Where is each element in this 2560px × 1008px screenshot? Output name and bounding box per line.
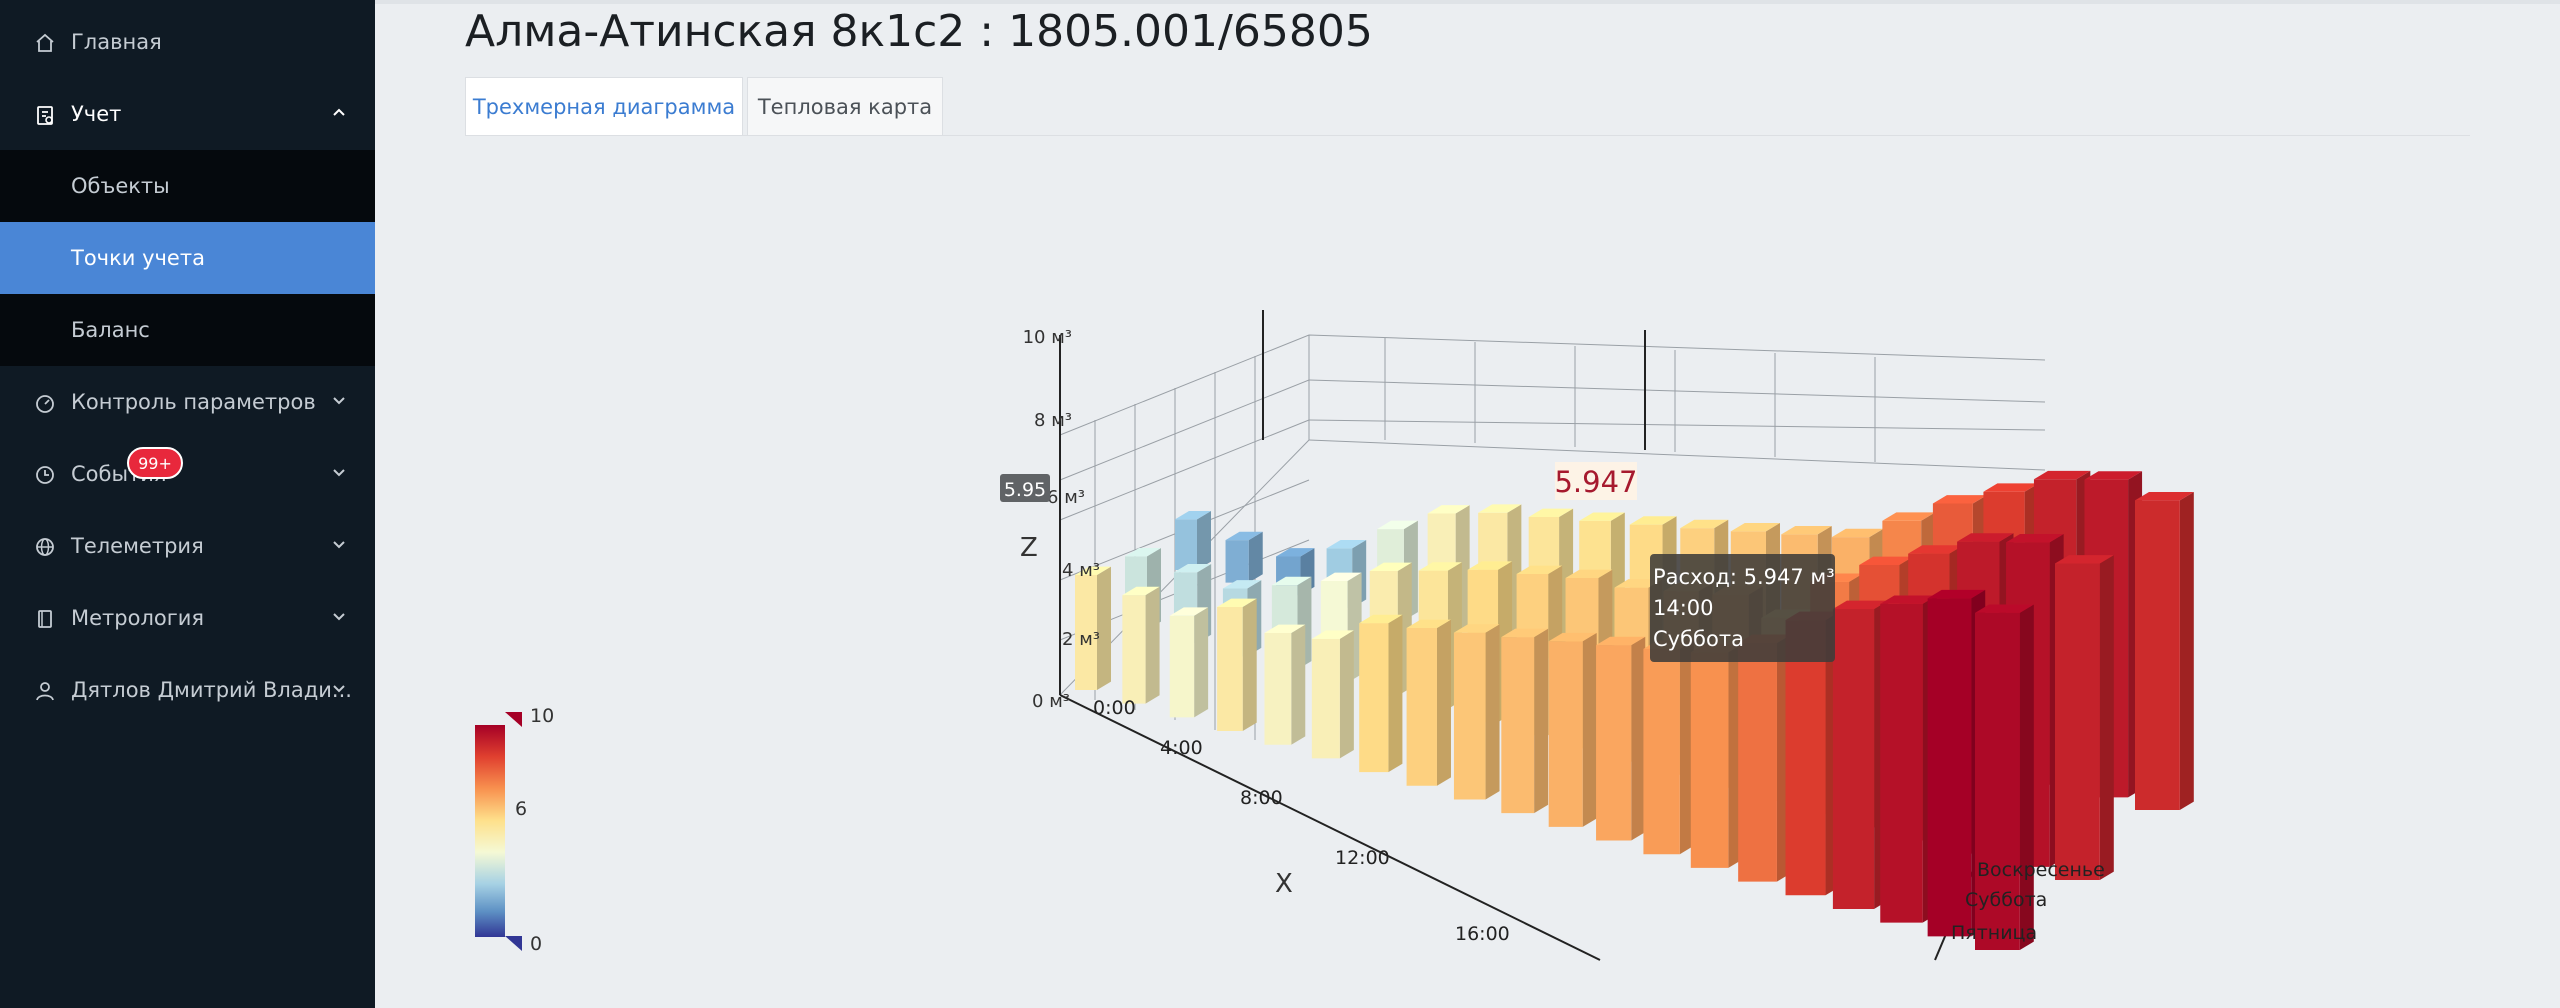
bar-3d[interactable] xyxy=(1596,636,1646,841)
bar-series xyxy=(1075,470,2194,950)
sidebar-item-label: Телеметрия xyxy=(71,534,204,558)
axis-pointer-value: 5.95 xyxy=(1004,479,1046,501)
y-tick-label: Пятница xyxy=(1951,922,2037,944)
bar-3d[interactable] xyxy=(1169,607,1209,718)
bar-3d[interactable] xyxy=(1738,634,1791,882)
bar-3d[interactable] xyxy=(1548,632,1597,827)
visual-map-max-handle xyxy=(505,712,522,727)
bar-3d[interactable] xyxy=(1690,643,1743,868)
sidebar: Главная Учет Объекты Точки учета Баланс … xyxy=(0,0,375,1008)
z-tick-label: 8 м³ xyxy=(1034,410,1072,431)
visual-map-mid-label: 6 xyxy=(515,798,527,820)
tab-heatmap[interactable]: Тепловая карта xyxy=(747,77,943,135)
clipboard-icon xyxy=(37,106,53,125)
x-tick-label: 16:00 xyxy=(1455,923,1510,945)
chevron-down-icon xyxy=(333,469,345,477)
globe-icon xyxy=(36,538,54,556)
x-axis-label: X xyxy=(1275,869,1293,899)
sidebar-item-label: Учет xyxy=(71,102,122,126)
page-title: Алма-Атинская 8к1с2 : 1805.001/65805 xyxy=(465,6,1373,57)
z-axis-label: Z xyxy=(1020,533,1038,563)
z-tick-label: 10 м³ xyxy=(1023,327,1072,348)
x-tick-label: 0:00 xyxy=(1093,697,1136,719)
bar-3d[interactable] xyxy=(1501,628,1549,814)
sidebar-item-label: Главная xyxy=(71,30,162,54)
chevron-down-icon xyxy=(333,613,345,621)
bar-3d[interactable] xyxy=(1832,600,1889,909)
chevron-down-icon xyxy=(333,397,345,405)
sidebar-item-user[interactable]: Дятлов Дмитрий Влади... xyxy=(0,654,375,726)
sidebar-item-events[interactable]: События xyxy=(0,438,375,510)
tooltip-line: Расход: 5.947 м³ xyxy=(1653,565,1835,589)
z-tick-label: 4 м³ xyxy=(1062,560,1100,581)
bar-3d[interactable] xyxy=(1075,566,1111,690)
visual-map-min-label: 0 xyxy=(530,933,542,955)
bar-3d[interactable] xyxy=(1643,640,1694,855)
chevron-down-icon xyxy=(333,541,345,549)
z-tick-label: 6 м³ xyxy=(1047,487,1085,508)
z-tick-label: 2 м³ xyxy=(1062,629,1100,650)
sidebar-item-telemetry[interactable]: Телеметрия xyxy=(0,510,375,582)
x-axis: 0:00 4:00 8:00 12:00 16:00 xyxy=(1093,697,1510,945)
book-icon xyxy=(38,610,52,628)
sidebar-item-accounting[interactable]: Учет xyxy=(0,78,375,150)
tab-3d-chart[interactable]: Трехмерная диаграмма xyxy=(465,77,743,135)
x-tick-label: 4:00 xyxy=(1160,737,1203,759)
visual-map-max-label: 10 xyxy=(530,705,554,727)
bar3d-chart[interactable]: 0 м³ 2 м³ 4 м³ 6 м³ 8 м³ 10 м³ Z 5.95 0:… xyxy=(375,0,2560,1008)
bar-3d[interactable] xyxy=(1175,511,1211,570)
axis-pointer-box xyxy=(1000,474,1050,502)
visual-map-legend[interactable]: 10 6 0 xyxy=(475,705,554,955)
bar-3d[interactable] xyxy=(1264,624,1306,745)
sidebar-item-metrology[interactable]: Метрология xyxy=(0,582,375,654)
y-tick-label: Суббота xyxy=(1965,889,2047,911)
y-axis: Воскресенье Суббота Пятница xyxy=(1951,859,2105,944)
chart-tooltip: Расход: 5.947 м³ 14:00 Суббота xyxy=(1650,554,1835,662)
sidebar-item-label: Баланс xyxy=(71,318,150,342)
highlight-value-label: 5.947 xyxy=(1554,465,1637,499)
sidebar-item-balance[interactable]: Баланс xyxy=(0,294,375,366)
bar-3d[interactable] xyxy=(1311,630,1354,759)
sidebar-item-parameter-control[interactable]: Контроль параметров xyxy=(0,366,375,438)
sidebar-item-objects[interactable]: Объекты xyxy=(0,150,375,222)
z-tick-label: 0 м³ xyxy=(1032,691,1070,712)
sidebar-item-label: Метрология xyxy=(71,606,205,630)
x-tick-label: 12:00 xyxy=(1335,847,1390,869)
user-icon xyxy=(36,682,54,701)
bar-3d[interactable] xyxy=(1359,614,1403,773)
sidebar-item-label: Дятлов Дмитрий Влади... xyxy=(71,678,352,702)
clock-icon xyxy=(36,466,54,484)
y-tick-label: Воскресенье xyxy=(1977,859,2105,881)
home-icon xyxy=(36,33,54,52)
sidebar-item-label: Контроль параметров xyxy=(71,390,316,414)
visual-map-gradient xyxy=(475,725,505,937)
tooltip-line: 14:00 xyxy=(1653,596,1714,620)
sidebar-item-label: Объекты xyxy=(71,174,170,198)
bar-3d[interactable] xyxy=(1217,598,1257,732)
x-tick-label: 8:00 xyxy=(1240,787,1283,809)
bar-3d[interactable] xyxy=(2055,555,2114,880)
gauge-icon xyxy=(36,395,54,413)
highlight-label-box xyxy=(1555,462,1637,500)
z-axis: 0 м³ 2 м³ 4 м³ 6 м³ 8 м³ 10 м³ xyxy=(1023,327,1100,712)
events-count-badge: 99+ xyxy=(127,447,183,479)
bar-3d[interactable] xyxy=(1453,624,1500,800)
bar-3d[interactable] xyxy=(1406,619,1451,786)
sidebar-item-home[interactable]: Главная xyxy=(0,6,375,78)
sidebar-item-label: Точки учета xyxy=(71,246,205,270)
tooltip-line: Суббота xyxy=(1653,627,1744,651)
sidebar-item-metering-points[interactable]: Точки учета xyxy=(0,222,375,294)
visual-map-min-handle xyxy=(505,936,522,951)
bar-3d[interactable] xyxy=(2135,492,2194,810)
chevron-up-icon xyxy=(333,108,345,116)
bar-3d[interactable] xyxy=(1975,604,2034,950)
tab-divider xyxy=(465,135,2470,136)
bar-3d[interactable] xyxy=(1225,531,1263,583)
bar-3d[interactable] xyxy=(1122,586,1160,704)
chevron-down-icon xyxy=(333,685,345,693)
top-border xyxy=(375,0,2560,4)
